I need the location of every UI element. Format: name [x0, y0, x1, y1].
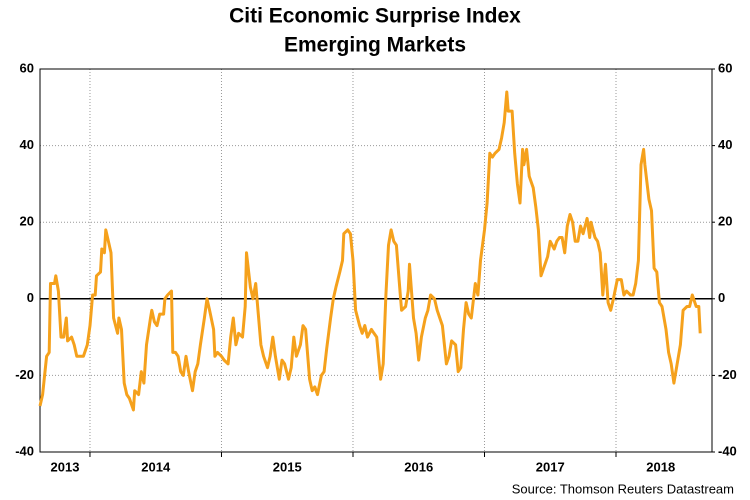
- x-tick-label: 2018: [646, 459, 675, 474]
- x-tick-label: 2013: [51, 459, 80, 474]
- y2-tick-label: -20: [718, 367, 737, 382]
- chart-subtitle: Emerging Markets: [284, 34, 466, 57]
- y2-tick-label: 60: [718, 60, 732, 75]
- y2-tick-label: 20: [718, 214, 732, 229]
- y-tick-label: -40: [15, 443, 34, 458]
- y-tick-label: 40: [20, 137, 34, 152]
- source-note: Source: Thomson Reuters Datastream: [512, 481, 734, 496]
- plot-border: [39, 68, 713, 453]
- y-tick-label: 0: [27, 290, 34, 305]
- y2-tick-label: -40: [718, 443, 737, 458]
- chart-title: Citi Economic Surprise Index: [229, 5, 521, 28]
- x-tick-label: 2016: [404, 459, 433, 474]
- x-tick-label: 2015: [273, 459, 302, 474]
- x-tick-label: 2014: [141, 459, 171, 474]
- y2-tick-label: 40: [718, 137, 732, 152]
- y-tick-label: -20: [15, 367, 34, 382]
- y2-tick-label: 0: [718, 290, 725, 305]
- x-tick-label: 2017: [536, 459, 565, 474]
- y-tick-label: 20: [20, 214, 34, 229]
- data-line: [38, 90, 702, 412]
- y-tick-label: 60: [20, 60, 34, 75]
